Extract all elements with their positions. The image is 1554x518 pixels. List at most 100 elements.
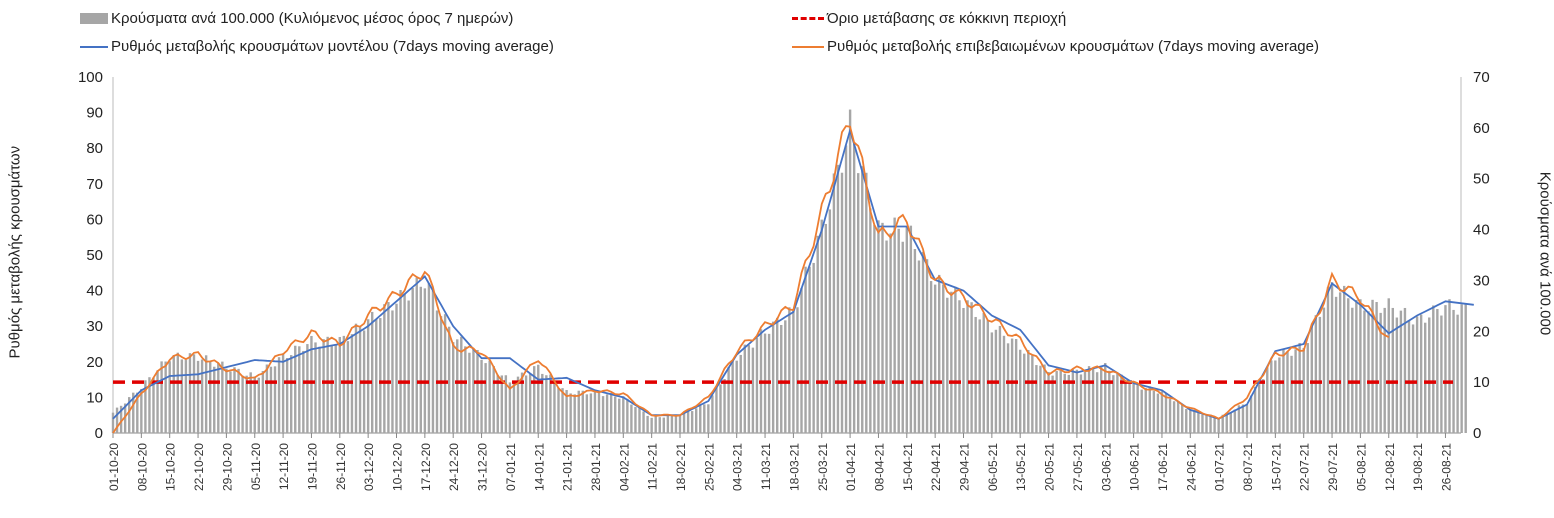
y-tick-left: 80 — [86, 140, 103, 157]
x-tick-label: 21-01-21 — [561, 443, 575, 491]
bar — [1002, 335, 1006, 433]
x-tick-label: 25-02-21 — [702, 443, 716, 491]
x-tick-label: 08-07-21 — [1241, 443, 1255, 491]
bar — [1456, 314, 1459, 433]
bar — [618, 398, 621, 433]
y-tick-left: 100 — [78, 69, 103, 86]
bar — [873, 224, 876, 433]
bar — [277, 357, 281, 433]
bar — [1403, 307, 1407, 433]
bar — [788, 307, 791, 433]
bar — [1310, 325, 1313, 433]
bar — [889, 233, 892, 433]
legend-bar-swatch — [80, 13, 108, 24]
bar — [816, 235, 819, 433]
bar — [1055, 371, 1058, 433]
y-tick-left: 20 — [86, 354, 103, 371]
bar — [711, 395, 714, 433]
bar — [148, 377, 151, 433]
bar — [857, 173, 860, 433]
x-tick-label: 05-11-20 — [249, 443, 263, 490]
bar — [589, 393, 593, 433]
bar — [723, 379, 726, 433]
bar — [974, 316, 977, 433]
bar — [1282, 349, 1285, 433]
bar — [1185, 409, 1188, 433]
x-tick-label: 01-07-21 — [1213, 443, 1227, 491]
bar — [840, 172, 844, 433]
legend-model: Ρυθμός μεταβολής κρουσμάτων μοντέλου (7d… — [80, 38, 554, 55]
x-tick-label: 11-02-21 — [646, 443, 660, 490]
bar — [537, 364, 540, 433]
bar — [257, 377, 260, 433]
bar — [569, 393, 572, 433]
bar — [492, 366, 495, 433]
x-tick-label: 22-04-21 — [929, 443, 943, 491]
bar — [1152, 390, 1156, 433]
bar — [1257, 384, 1261, 433]
bar — [1245, 404, 1249, 433]
confirmed-line — [112, 125, 1390, 434]
bar — [1322, 307, 1326, 433]
bar — [423, 288, 427, 433]
bar — [298, 346, 301, 433]
bar — [318, 346, 321, 433]
bar — [504, 375, 508, 433]
x-tick-label: 08-10-20 — [135, 443, 149, 491]
bar — [1095, 372, 1099, 433]
bar — [160, 361, 163, 433]
y-tick-left: 90 — [86, 105, 103, 122]
bar — [954, 286, 957, 433]
bar — [1286, 351, 1289, 433]
bar — [209, 360, 212, 433]
y-tick-left: 60 — [86, 211, 103, 228]
bar — [1201, 414, 1204, 433]
bar — [541, 373, 544, 433]
bar — [123, 403, 127, 433]
bar — [204, 355, 208, 433]
bar — [808, 266, 811, 433]
bar — [585, 394, 589, 433]
bar — [601, 396, 605, 433]
legend-confirmed-label: Ρυθμός μεταβολής επιβεβαιωμένων κρουσμάτ… — [827, 38, 1319, 55]
bar — [140, 388, 143, 433]
bar — [881, 222, 884, 433]
bar — [1043, 364, 1046, 433]
bar — [322, 339, 325, 433]
bar — [1067, 374, 1070, 433]
bar — [962, 307, 965, 433]
bar — [917, 260, 921, 433]
bar — [925, 259, 929, 433]
bar — [354, 323, 358, 433]
x-tick-label: 24-12-20 — [447, 443, 461, 491]
bar — [480, 359, 483, 433]
bar — [342, 335, 346, 433]
x-tick-label: 24-06-21 — [1184, 443, 1198, 491]
x-tick-label: 29-10-20 — [220, 443, 234, 491]
bar — [1014, 339, 1018, 433]
bar — [735, 360, 738, 433]
y-tick-right: 60 — [1473, 120, 1490, 137]
bar — [1140, 389, 1143, 433]
bar — [1100, 367, 1103, 433]
bar — [1444, 305, 1447, 433]
bar — [747, 345, 751, 433]
y-tick-left: 70 — [86, 176, 103, 193]
x-tick-label: 22-07-21 — [1298, 443, 1312, 491]
x-tick-label: 03-12-20 — [362, 443, 376, 491]
bar — [1172, 401, 1176, 433]
bar — [253, 376, 256, 433]
bar — [1079, 374, 1083, 433]
bar — [1120, 374, 1123, 433]
x-tick-label: 29-07-21 — [1326, 443, 1340, 491]
bar — [836, 164, 840, 433]
x-tick-label: 28-01-21 — [589, 443, 603, 491]
bar — [776, 317, 779, 433]
bar — [804, 266, 807, 433]
x-tick-label: 20-05-21 — [1043, 443, 1057, 491]
bar — [306, 344, 309, 433]
x-tick-label: 08-04-21 — [872, 443, 886, 491]
bar — [456, 339, 459, 433]
bar — [885, 240, 888, 433]
